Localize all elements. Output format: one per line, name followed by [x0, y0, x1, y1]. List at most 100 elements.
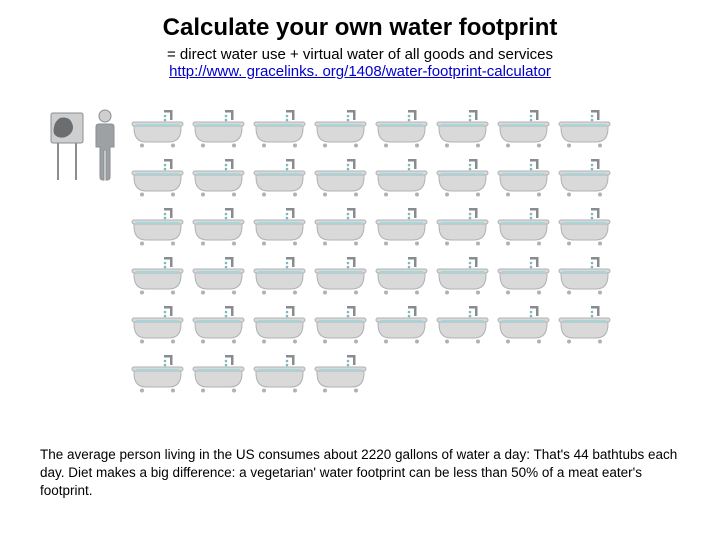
bathtub-icon [130, 108, 185, 148]
bathtub-icon [374, 255, 429, 295]
bathtub-icon [496, 206, 551, 251]
bathtub-icon [130, 255, 185, 295]
bathtub-icon [313, 353, 368, 393]
bathtub-icon [496, 206, 551, 246]
bathtub-icon [557, 108, 612, 153]
bathtub-icon [191, 304, 246, 344]
bathtub-icon [496, 255, 551, 300]
bathtub-icon [374, 108, 429, 148]
bathtub-row [130, 255, 612, 300]
bathtub-icon [374, 206, 429, 251]
bathtub-icon [374, 304, 429, 344]
bathtub-icon [313, 206, 368, 251]
bathtub-icon [557, 206, 612, 246]
bathtub-icon [191, 255, 246, 295]
bathtub-icon [191, 157, 246, 202]
bathtub-icon [557, 108, 612, 148]
bathtub-icon [130, 157, 185, 197]
person-icon [90, 108, 120, 187]
bathtub-icon [313, 157, 368, 202]
bathtub-icon [313, 353, 368, 398]
bathtub-icon [435, 157, 490, 197]
bathtub-icon [191, 353, 246, 393]
person-and-sign [50, 108, 120, 187]
bathtub-icon [191, 206, 246, 246]
bathtub-icon [496, 157, 551, 202]
bathtub-icon [435, 108, 490, 153]
bathtub-icon [374, 206, 429, 246]
bathtub-icon [374, 157, 429, 197]
bathtub-icon [252, 353, 307, 393]
bathtub-icon [435, 157, 490, 202]
bathtub-row [130, 304, 612, 349]
bathtub-icon [313, 255, 368, 295]
bathtub-icon [252, 255, 307, 295]
bathtub-icon [130, 304, 185, 349]
bathtub-icon [557, 206, 612, 251]
slide: Calculate your own water footprint = dir… [0, 0, 720, 540]
bathtub-icon [191, 108, 246, 148]
bathtub-icon [130, 206, 185, 246]
bathtub-icon [130, 353, 185, 398]
bathtub-icon [191, 353, 246, 398]
bathtub-icon [313, 108, 368, 148]
bathtub-icon [252, 353, 307, 398]
bathtub-icon [130, 304, 185, 344]
bathtub-icon [191, 108, 246, 153]
bathtub-icon [252, 304, 307, 344]
bathtub-icon [130, 108, 185, 153]
bathtub-icon [435, 206, 490, 251]
bathtub-icon [374, 304, 429, 349]
bathtub-icon [374, 255, 429, 300]
bathtub-icon [130, 157, 185, 202]
bathtub-icon [313, 255, 368, 300]
bathtub-icon [435, 206, 490, 246]
bathtub-icon [496, 304, 551, 344]
bathtub-icon [191, 206, 246, 251]
bathtub-icon [313, 108, 368, 153]
bathtub-row [130, 108, 612, 153]
caption-text: The average person living in the US cons… [40, 446, 680, 501]
bathtub-icon [557, 304, 612, 349]
bathtub-icon [496, 108, 551, 153]
bathtub-icon [130, 353, 185, 393]
bathtub-icon [130, 255, 185, 300]
bathtub-icon [557, 304, 612, 344]
calculator-link[interactable]: http://www. gracelinks. org/1408/water-f… [169, 63, 551, 80]
bathtub-icon [252, 206, 307, 246]
bathtub-row [130, 353, 612, 398]
bathtub-icon [252, 157, 307, 202]
bathtub-grid [130, 108, 612, 398]
bathtub-icon [252, 304, 307, 349]
bathtub-icon [313, 157, 368, 197]
bathtub-icon [374, 157, 429, 202]
bathtub-icon [252, 108, 307, 148]
bathtub-icon [191, 255, 246, 300]
bathtub-icon [313, 206, 368, 246]
bathtub-icon [191, 157, 246, 197]
link-line: http://www. gracelinks. org/1408/water-f… [40, 63, 680, 80]
bathtub-icon [496, 108, 551, 148]
bathtub-icon [557, 255, 612, 295]
subtitle: = direct water use + virtual water of al… [40, 46, 680, 63]
bathtub-icon [496, 304, 551, 349]
bathtub-icon [557, 157, 612, 202]
bathtub-icon [557, 157, 612, 197]
page-title: Calculate your own water footprint [40, 14, 680, 42]
bathtub-icon [252, 157, 307, 197]
bathtub-icon [435, 304, 490, 349]
bathtub-icon [557, 255, 612, 300]
bathtub-icon [435, 255, 490, 295]
bathtub-icon [252, 108, 307, 153]
bathtub-icon [191, 304, 246, 349]
bathtub-icon [252, 206, 307, 251]
bathtub-icon [252, 255, 307, 300]
bathtub-icon [496, 255, 551, 295]
bathtub-row [130, 157, 612, 202]
bathtub-icon [374, 108, 429, 153]
bathtub-icon [130, 206, 185, 251]
sign-icon [50, 112, 84, 187]
infographic [40, 108, 680, 398]
bathtub-row [130, 206, 612, 251]
bathtub-icon [313, 304, 368, 344]
